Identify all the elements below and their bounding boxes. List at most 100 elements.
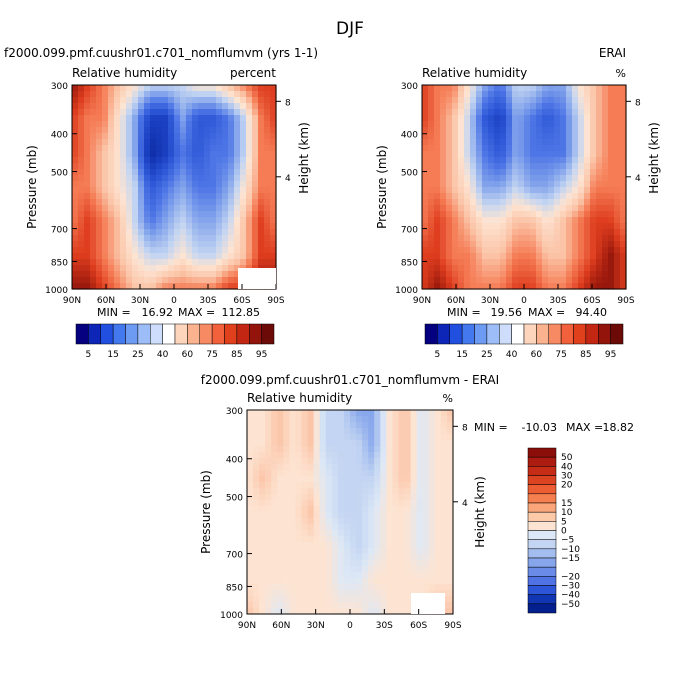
heatmap-cell (440, 151, 447, 158)
heatmap-cell (362, 608, 369, 615)
heatmap-cell (476, 199, 483, 206)
heatmap-cell (350, 566, 357, 573)
heatmap-cell (476, 229, 483, 236)
heatmap-cell (270, 199, 277, 206)
heatmap-cell (380, 578, 387, 585)
heatmap-cell (126, 85, 133, 92)
heatmap-cell (398, 584, 406, 591)
heatmap-cell (228, 187, 235, 194)
heatmap-cell (350, 608, 357, 615)
heatmap-cell (234, 193, 241, 200)
heatmap-cell (313, 452, 321, 459)
x-tick-label: 30N (131, 296, 149, 306)
heatmap-cell (368, 458, 375, 465)
heatmap-cell (246, 133, 253, 140)
heatmap-cell (524, 85, 531, 92)
heatmap-cell (114, 163, 121, 170)
heatmap-cell (265, 560, 272, 567)
x-tick-label: 90N (63, 296, 81, 306)
heatmap-cell (301, 422, 309, 429)
heatmap-cell (289, 536, 297, 543)
heatmap-cell (186, 211, 193, 218)
heatmap-cell (156, 265, 163, 272)
colorbar-label: 15 (107, 350, 118, 360)
heatmap-cell (253, 566, 260, 573)
heatmap-cell (72, 139, 79, 146)
heatmap-cell (216, 259, 223, 266)
heatmap-cell (602, 121, 609, 128)
heatmap-cell (452, 247, 459, 254)
heatmap-cell (102, 127, 109, 134)
heatmap-cell (144, 121, 151, 128)
heatmap-cell (374, 512, 381, 519)
heatmap-cell (313, 410, 321, 417)
y-tick-label: 700 (226, 551, 243, 561)
heatmap-cell (156, 151, 163, 158)
colorbar-label: 60 (531, 350, 543, 360)
colorbar-swatch (527, 594, 557, 605)
heatmap-cell (434, 470, 442, 477)
heatmap-cell (247, 518, 254, 525)
heatmap-cell (186, 229, 193, 236)
heatmap-cell (78, 163, 85, 170)
heatmap-cell (440, 458, 448, 465)
heatmap-cell (422, 488, 430, 495)
heatmap-cell (614, 175, 621, 182)
heatmap-cell (138, 217, 145, 224)
heatmap-cell (422, 157, 429, 164)
heatmap-cell (620, 253, 627, 260)
heatmap-cell (524, 277, 531, 284)
heatmap-cell (108, 283, 115, 290)
heatmap-cell (247, 410, 254, 417)
heatmap-cell (277, 572, 284, 579)
heatmap-cell (90, 265, 97, 272)
panel-model-title: f2000.099.pmf.cuushr01.c701_nomflumvm (y… (4, 46, 318, 60)
heatmap-cell (440, 259, 447, 266)
heatmap-cell (464, 199, 471, 206)
heatmap-cell (434, 500, 442, 507)
heatmap-cell (265, 500, 272, 507)
stat-max-label: MAX = (528, 306, 565, 319)
heatmap-cell (301, 482, 309, 489)
heatmap-cell (524, 193, 531, 200)
heatmap-cell (96, 169, 103, 176)
heatmap-cell (247, 470, 254, 477)
heatmap-cell (602, 187, 609, 194)
heatmap-cell (162, 91, 169, 98)
heatmap-cell (289, 584, 297, 591)
heatmap-cell (392, 596, 400, 603)
heatmap-cell (150, 229, 157, 236)
heatmap-cell (325, 542, 333, 549)
heatmap-cell (494, 211, 501, 218)
heatmap-cell (331, 428, 339, 435)
heatmap-cell (536, 127, 543, 134)
heatmap-cell (350, 590, 357, 597)
heatmap-cell (78, 235, 85, 242)
colorbar-swatch (610, 323, 624, 345)
heatmap-cell (90, 211, 97, 218)
heatmap-cell (265, 410, 272, 417)
heatmap-cell (608, 115, 615, 122)
heatmap-cell (434, 554, 442, 561)
heatmap-cell (162, 271, 169, 278)
heatmap-cell (331, 566, 339, 573)
heatmap-cell (313, 482, 321, 489)
heatmap-cell (548, 283, 555, 290)
heatmap-cell (295, 530, 303, 537)
heatmap-cell (404, 428, 412, 435)
heatmap-cell (614, 151, 621, 158)
heatmap-cell (277, 506, 284, 513)
heatmap-cell (246, 169, 253, 176)
heatmap-cell (156, 175, 163, 182)
heatmap-cell (500, 109, 507, 116)
heatmap-cell (186, 97, 193, 104)
heatmap-cell (192, 145, 199, 152)
heatmap-cell (319, 410, 327, 417)
heatmap-cell (512, 97, 519, 104)
heatmap-cell (325, 470, 333, 477)
heatmap-cell (228, 265, 235, 272)
heatmap-cell (434, 187, 441, 194)
heatmap-cell (258, 115, 265, 122)
heatmap-cell (488, 235, 495, 242)
